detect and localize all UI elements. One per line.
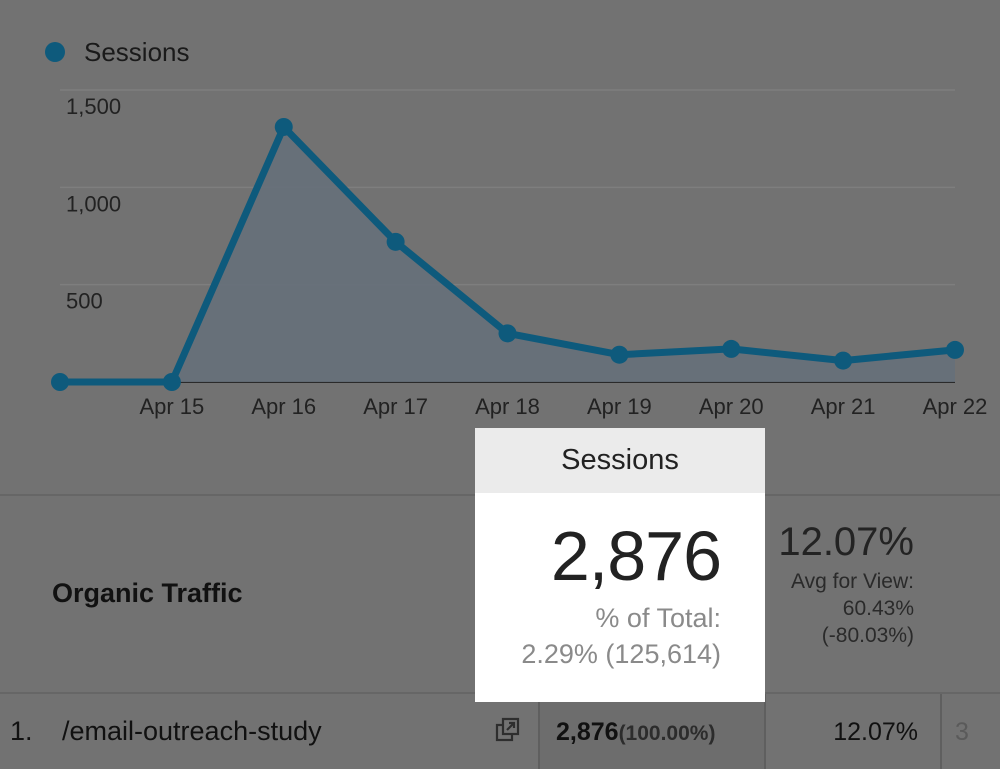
rate-avg-label: Avg for View: xyxy=(791,570,914,593)
data-point[interactable] xyxy=(274,117,293,136)
row-sessions-pct: (100.00%) xyxy=(618,722,716,745)
legend[interactable]: Sessions xyxy=(45,37,190,67)
data-point[interactable] xyxy=(610,345,629,364)
column-separator xyxy=(940,694,942,769)
data-point[interactable] xyxy=(834,351,853,370)
x-tick-label: Apr 22 xyxy=(923,394,988,419)
row-index: 1. xyxy=(10,716,33,746)
pct-of-total-value: 2.29% (125,614) xyxy=(521,639,721,669)
row-page-link[interactable]: /email-outreach-study xyxy=(62,716,322,746)
sessions-column-bg xyxy=(540,694,764,769)
x-tick-label: Apr 17 xyxy=(363,394,428,419)
row-truncated-value: 3 xyxy=(955,718,969,746)
rate-avg-info: Avg for View: 60.43% (-80.03%) xyxy=(791,568,914,649)
data-point[interactable] xyxy=(498,324,517,343)
x-tick-label: Apr 16 xyxy=(251,394,316,419)
row-sessions: 2,876(100.00%) xyxy=(556,718,715,747)
chart-points xyxy=(51,117,964,391)
segment-label: Organic Traffic xyxy=(52,578,243,608)
x-tick-label: Apr 20 xyxy=(699,394,764,419)
data-point[interactable] xyxy=(722,339,741,358)
rate-total-value: 12.07% xyxy=(778,520,914,564)
rate-avg-value: 60.43% xyxy=(842,597,914,620)
pct-of-total-label: % of Total: xyxy=(595,603,721,633)
external-link-icon[interactable] xyxy=(495,717,521,743)
x-tick-label: Apr 15 xyxy=(139,394,204,419)
sessions-column-header[interactable]: Sessions xyxy=(475,428,765,493)
x-tick-label: Apr 18 xyxy=(475,394,540,419)
y-tick-label: 1,000 xyxy=(66,191,121,216)
legend-label: Sessions xyxy=(84,37,190,67)
y-tick-label: 500 xyxy=(66,289,103,314)
x-axis-ticks: Apr 15 Apr 16 Apr 17 Apr 18 Apr 19 Apr 20 Apr … xyxy=(139,394,987,419)
column-separator xyxy=(764,694,766,769)
row-sessions-value: 2,876 xyxy=(556,718,619,746)
y-tick-label: 1,500 xyxy=(66,94,121,119)
data-point[interactable] xyxy=(51,373,69,391)
rate-diff: (-80.03%) xyxy=(821,624,914,647)
chart-area xyxy=(60,126,955,382)
sessions-total-value: 2,876 xyxy=(550,517,722,595)
y-axis-ticks: 500 1,000 1,500 xyxy=(66,94,121,314)
legend-dot-icon xyxy=(45,42,65,62)
row-rate: 12.07% xyxy=(833,718,918,746)
column-separator xyxy=(538,694,540,769)
data-point[interactable] xyxy=(162,373,181,391)
sessions-area-fill xyxy=(60,126,955,382)
x-tick-label: Apr 19 xyxy=(587,394,652,419)
sessions-highlight-card: Sessions 2,876 % of Total: 2.29% (125,61… xyxy=(475,428,765,702)
data-point[interactable] xyxy=(386,232,405,251)
x-tick-label: Apr 21 xyxy=(811,394,876,419)
data-point[interactable] xyxy=(946,340,964,359)
sessions-pct-of-total: % of Total: 2.29% (125,614) xyxy=(521,600,721,672)
